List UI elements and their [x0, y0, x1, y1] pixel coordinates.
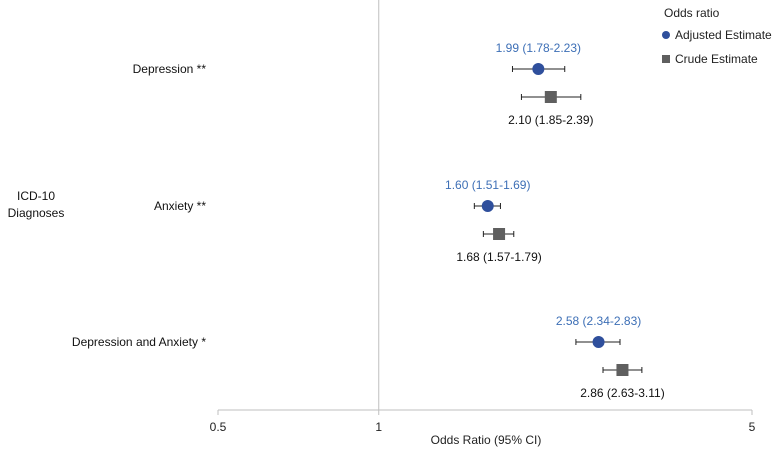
y-axis-title-line: Diagnoses: [8, 206, 65, 220]
adjusted-estimate-label: 1.60 (1.51-1.69): [445, 178, 530, 192]
x-tick-label: 0.5: [210, 420, 227, 434]
y-axis-title-line: ICD-10: [17, 189, 55, 203]
category-label: Depression and Anxiety *: [72, 335, 206, 349]
legend-title: Odds ratio: [664, 6, 720, 20]
adjusted-estimate-point: [481, 200, 494, 212]
adjusted-estimate-label: 1.99 (1.78-2.23): [496, 41, 581, 55]
legend-crude-marker: [662, 55, 670, 63]
legend-adjusted-marker: [662, 31, 670, 39]
y-axis-title: ICD-10 Diagnoses: [8, 189, 65, 220]
adjusted-estimate-label: 2.58 (2.34-2.83): [556, 314, 641, 328]
category-label: Depression **: [133, 62, 207, 76]
adjusted-estimate-point: [532, 63, 545, 75]
x-axis-title: Odds Ratio (95% CI): [431, 433, 542, 447]
crude-estimate-point: [544, 91, 557, 103]
crude-estimate-point: [616, 364, 629, 376]
crude-estimate-label: 1.68 (1.57-1.79): [456, 250, 541, 264]
crude-estimate-label: 2.86 (2.63-3.11): [580, 386, 665, 400]
legend-crude-label: Crude Estimate: [675, 52, 758, 66]
adjusted-estimate-point: [592, 336, 605, 348]
x-tick-label: 1: [375, 420, 382, 434]
legend-adjusted-label: Adjusted Estimate: [675, 28, 772, 42]
x-tick-label: 5: [749, 420, 756, 434]
category-label: Anxiety **: [154, 199, 206, 213]
crude-estimate-label: 2.10 (1.85-2.39): [508, 113, 593, 127]
crude-estimate-point: [493, 228, 506, 240]
